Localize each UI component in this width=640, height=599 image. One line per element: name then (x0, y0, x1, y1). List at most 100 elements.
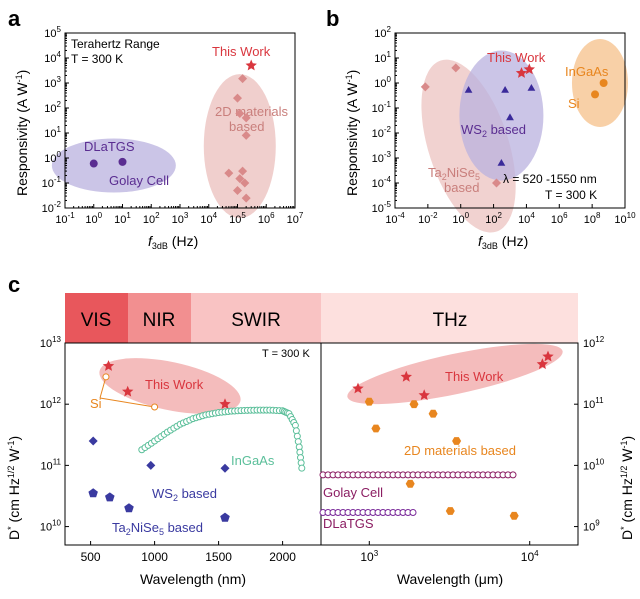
panel-b-x-tick-label: 1010 (614, 211, 636, 226)
data-point (400, 370, 412, 382)
data-point (233, 186, 242, 195)
band-vis-label: VIS (81, 310, 112, 331)
data-point (352, 382, 364, 394)
data-point (506, 113, 514, 121)
panel-b-y-tick-label: 10-4 (372, 175, 392, 190)
si-callout-line (99, 397, 155, 408)
data-point (492, 178, 501, 188)
data-point (405, 479, 415, 488)
data-point (464, 86, 473, 93)
group-ellipse-golay (51, 138, 176, 193)
panel-c-label-2d: 2D materials based (404, 443, 516, 458)
data-point (515, 67, 528, 78)
panel-a-x-tick-label: 104 (200, 211, 217, 226)
data-point (220, 463, 230, 473)
panel-c-right-y-tick-label: 1012 (583, 335, 605, 350)
data-point (88, 436, 98, 446)
panel-a-y-tick-label: 10-2 (42, 200, 62, 215)
panel-c-label: c (8, 272, 20, 297)
data-point (241, 193, 251, 203)
panel-a-y-tick-label: 104 (44, 50, 61, 65)
data-point (151, 403, 159, 411)
data-point (501, 86, 509, 93)
group-ellipse-ws2 (459, 50, 544, 181)
group-ellipse-this-work-right (347, 343, 563, 405)
panel-b-frame (394, 32, 626, 209)
data-point (235, 109, 245, 118)
panel-b-x-tick-label: 106 (551, 211, 568, 226)
panel-b-ylabel: Responsivity (A W-1) (344, 70, 360, 196)
group-ellipse-this-work-left (99, 358, 241, 414)
data-point (88, 488, 98, 498)
band-thz (321, 293, 578, 343)
panel-c-xlabel-right: Wavelength (μm) (397, 571, 503, 587)
data-point (536, 358, 549, 370)
panel-a-label: a (8, 6, 21, 31)
panel-a-x-tick-label: 100 (85, 211, 102, 226)
data-point (509, 511, 519, 520)
band-vis (65, 293, 128, 343)
data-point (238, 166, 248, 176)
panel-a-ylabel: Responsivity (A W-1) (14, 70, 30, 196)
band-swir-label: SWIR (231, 310, 281, 331)
data-point (102, 360, 115, 371)
si-callout-line (99, 376, 107, 399)
data-point (219, 398, 231, 409)
panel-c-right-y-tick-label: 1010 (583, 457, 605, 472)
panel-c-label-si: Si (90, 396, 102, 411)
panel-b-label-ta2nise5: Ta2NiSe5 (428, 165, 480, 182)
panel-b-x-tick-label: 10-2 (418, 211, 438, 226)
data-point (364, 397, 374, 406)
panel-a-xlabel: f3dB (Hz) (148, 233, 198, 251)
panel-c: c VIS NIR SWIR THz 500 1000 1500 2000 1010 10… (6, 272, 635, 587)
data-point (241, 113, 251, 123)
panel-c-label-this-work-left: This Work (145, 377, 204, 392)
data-point (235, 174, 245, 184)
band-thz-label: THz (433, 310, 468, 331)
panel-b-y-tick-label: 10-3 (372, 150, 392, 165)
data-point (409, 400, 419, 409)
panel-a-note-1: Terahertz Range (71, 37, 160, 51)
data-point (420, 82, 430, 92)
panel-c-left-x-tick-label: 1000 (141, 550, 168, 564)
panel-c-label-dlatgs: DLaTGS (323, 516, 374, 531)
data-point (451, 63, 461, 73)
data-point (418, 389, 430, 401)
panel-a-x-tick-label: 105 (229, 211, 246, 226)
panel-b-x-tick-label: 108 (584, 211, 601, 226)
data-point (445, 507, 455, 515)
panel-a-y-tick-label: 105 (44, 25, 61, 40)
panel-a-x-tick-label: 107 (287, 211, 304, 226)
panel-c-ylabel-left: D* (cm Hz1/2 W-1) (6, 436, 22, 540)
data-point (523, 63, 535, 75)
data-point (527, 84, 536, 91)
panel-a-label-this-work: This Work (212, 44, 271, 59)
data-point (452, 437, 462, 445)
panel-b-note-2: T = 300 K (545, 188, 597, 202)
data-point (497, 159, 506, 166)
panel-b-y-tick-label: 101 (374, 50, 391, 65)
panel-b-y-tick-label: 10-2 (372, 125, 392, 140)
panel-b-label: b (326, 6, 339, 31)
panel-c-right-x-tick-label: 103 (360, 549, 378, 564)
panel-c-left-y-tick-label: 1010 (40, 519, 62, 534)
data-point (591, 90, 600, 99)
panel-a-label-dlatgs: DLaTGS (84, 139, 135, 154)
panel-c-left-x-tick-label: 1500 (205, 550, 232, 564)
panel-c-right-x-tick-label: 104 (521, 549, 539, 564)
panel-b-x-tick-label: 104 (518, 211, 535, 226)
band-nir (128, 293, 191, 343)
data-point (102, 373, 110, 381)
line-series-point (409, 508, 417, 516)
panel-c-left-x-tick-label: 500 (81, 550, 101, 564)
panel-c-left-y-tick-label: 1013 (40, 335, 62, 350)
panel-a-x-tick-label: 102 (143, 211, 160, 226)
band-nir-label: NIR (143, 310, 176, 331)
panel-b-y-tick-label: 102 (374, 25, 391, 40)
panel-a-y-tick-label: 10-1 (42, 175, 62, 190)
panel-c-left-y-tick-label: 1011 (40, 457, 61, 472)
panel-c-label-ws2: WS2 based (152, 486, 217, 503)
panel-a-y-tick-label: 101 (44, 125, 61, 140)
panel-a-note-2: T = 300 K (71, 52, 123, 66)
